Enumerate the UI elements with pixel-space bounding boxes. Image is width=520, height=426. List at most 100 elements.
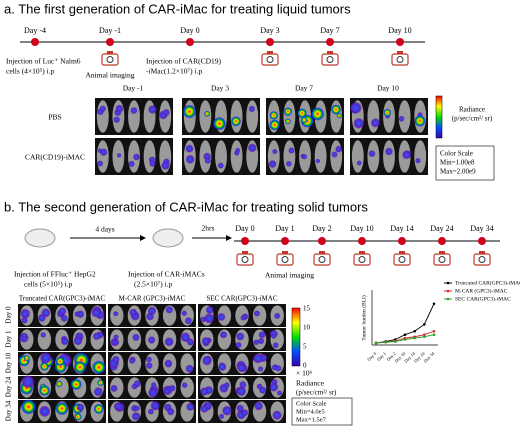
signal <box>253 401 264 411</box>
timepoint <box>478 237 486 245</box>
label: Injection of CAR-iMACs <box>128 270 205 279</box>
signal <box>113 339 120 346</box>
signal <box>257 337 265 345</box>
signal <box>112 355 120 364</box>
label: (p/sec/cm²/ sr) <box>296 389 337 397</box>
signal <box>203 313 215 324</box>
signal <box>99 105 107 113</box>
mouse <box>180 377 194 398</box>
signal <box>92 360 106 375</box>
label: cells (5×10⁵) i.p <box>24 280 73 289</box>
signal <box>131 411 141 421</box>
signal <box>182 104 197 119</box>
label: (p/sec/cm²/ sr) <box>452 115 493 123</box>
signal <box>134 405 140 412</box>
signal <box>128 160 135 168</box>
signal <box>349 101 362 115</box>
camera-lens <box>281 256 289 263</box>
signal <box>300 116 308 124</box>
label: Injection of CAR(CD19) <box>146 57 221 66</box>
signal <box>271 364 278 371</box>
signal <box>248 105 256 113</box>
camera <box>353 253 371 266</box>
point <box>384 340 387 344</box>
signal <box>285 118 291 125</box>
label: Max=2.00e9 <box>440 168 476 176</box>
mouse <box>143 100 156 133</box>
label: Day -1 <box>99 26 121 35</box>
signal <box>20 308 31 319</box>
mouse <box>128 100 140 133</box>
signal <box>164 359 173 368</box>
signal <box>218 413 225 420</box>
signal <box>272 342 279 349</box>
signal <box>181 382 188 389</box>
mouse <box>96 140 109 173</box>
label: Day 3 <box>211 84 229 93</box>
signal <box>55 356 65 367</box>
signal <box>162 108 170 117</box>
signal <box>356 160 362 166</box>
signal <box>288 147 295 154</box>
signal <box>150 400 161 411</box>
label: SEC CAR(GPC3)-iMAC <box>455 295 511 302</box>
label: Radiance <box>296 379 325 388</box>
signal <box>368 150 376 158</box>
signal <box>204 157 212 164</box>
signal <box>401 150 412 160</box>
signal <box>164 337 174 347</box>
label: Day 10 <box>377 84 399 93</box>
camera-lens <box>106 56 114 63</box>
signal <box>335 145 343 153</box>
signal <box>76 403 85 412</box>
camera-lens <box>241 256 249 263</box>
label: × 10⁶ <box>296 369 313 378</box>
label: 10 <box>303 324 311 332</box>
camera <box>261 53 279 66</box>
label: Day 7 <box>295 84 313 93</box>
signal <box>272 148 278 155</box>
label: Animal imaging <box>265 271 314 280</box>
timepoint <box>281 237 289 245</box>
signal <box>236 363 246 373</box>
signal <box>310 107 325 121</box>
signal <box>150 382 157 388</box>
signal <box>185 144 194 153</box>
camera-lens <box>438 256 446 263</box>
signal <box>130 106 138 115</box>
label: Day 0 <box>5 306 13 323</box>
label: 0 <box>303 362 307 370</box>
point <box>423 323 426 326</box>
signal <box>74 413 82 421</box>
label: PBS <box>48 113 61 122</box>
point <box>403 338 407 341</box>
signal <box>38 384 51 397</box>
signal <box>131 383 138 390</box>
signal <box>235 341 242 349</box>
signal <box>230 116 242 127</box>
point <box>374 341 378 345</box>
camera-top <box>319 251 325 254</box>
label: Day 34 <box>423 350 436 363</box>
signal <box>58 307 67 316</box>
signal <box>96 160 104 167</box>
camera <box>276 253 294 266</box>
signal <box>415 157 421 164</box>
mouse <box>143 140 156 173</box>
mouse <box>283 100 296 133</box>
label: SEC CAR(GPC3)-iMAC <box>207 295 278 303</box>
camera <box>393 253 411 266</box>
mouse <box>199 100 212 133</box>
camera <box>391 53 409 66</box>
signal <box>285 160 293 167</box>
label: 2hrs <box>202 224 215 233</box>
scale-box <box>291 397 353 426</box>
camera-lens <box>358 256 366 263</box>
signal <box>147 387 159 398</box>
signal <box>60 314 68 322</box>
signal <box>20 316 28 324</box>
label: Day 0 <box>366 350 378 362</box>
signal <box>56 380 63 388</box>
point <box>432 329 436 333</box>
signal <box>147 336 156 345</box>
